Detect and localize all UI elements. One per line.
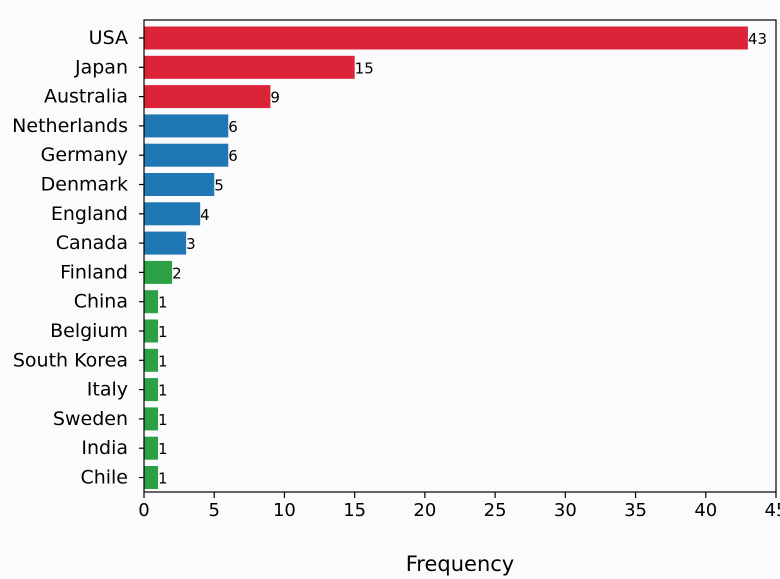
category-label-germany: Germany [41,144,128,166]
x-tick-label: 35 [624,500,647,521]
category-label-denmark: Denmark [41,174,128,196]
category-label-canada: Canada [56,232,128,254]
plot-frame [143,19,777,493]
bar-england [144,202,201,226]
value-label-india: 1 [158,440,168,458]
category-label-usa: USA [89,27,128,49]
x-tick-label: 30 [554,500,577,521]
x-tick-label: 40 [694,500,717,521]
bar-italy [144,378,159,402]
category-label-japan: Japan [74,56,128,78]
bar-japan [144,55,355,79]
x-tick-label: 15 [343,500,366,521]
category-label-netherlands: Netherlands [12,115,128,137]
value-label-south-korea: 1 [158,352,168,370]
x-tick-label: 20 [413,500,436,521]
value-label-belgium: 1 [158,323,168,341]
value-label-denmark: 5 [214,177,224,195]
category-label-chile: Chile [80,467,128,489]
x-tick-label: 10 [273,500,296,521]
value-label-england: 4 [200,206,210,224]
value-label-italy: 1 [158,382,168,400]
category-label-australia: Australia [44,86,128,108]
bar-usa [144,26,748,50]
category-label-south-korea: South Korea [13,349,128,371]
value-label-germany: 6 [228,147,238,165]
bar-south-korea [144,348,159,372]
category-label-india: India [81,437,128,459]
x-tick-label: 5 [208,500,219,521]
x-tick-label: 25 [484,500,507,521]
bar-india [144,436,159,460]
bar-canada [144,231,187,255]
category-labels-group: USA Japan Australia Netherlands Germany Denma… [12,27,144,489]
bars-group [144,26,748,489]
value-label-china: 1 [158,294,168,312]
value-label-chile: 1 [158,470,168,488]
category-label-sweden: Sweden [53,408,128,430]
value-label-australia: 9 [270,89,280,107]
x-tick-label: 0 [138,500,149,521]
value-label-netherlands: 6 [228,118,238,136]
category-label-england: England [51,203,128,225]
bar-netherlands [144,114,229,138]
value-label-japan: 15 [355,59,374,77]
value-label-finland: 2 [172,264,182,282]
bar-chile [144,466,159,489]
value-label-usa: 43 [748,30,767,48]
x-tick-label: 45 [765,500,780,521]
bar-china [144,290,159,314]
category-label-china: China [74,291,128,313]
bar-finland [144,260,173,284]
bar-sweden [144,407,159,431]
x-axis-title: Frequency [406,552,515,576]
bar-belgium [144,319,159,343]
category-label-italy: Italy [87,379,128,401]
value-label-canada: 3 [186,235,196,253]
bar-germany [144,143,229,167]
bar-australia [144,85,271,109]
x-axis: 0 5 10 15 20 25 30 35 40 45 [138,492,780,521]
category-label-finland: Finland [60,261,128,283]
value-label-sweden: 1 [158,411,168,429]
category-label-belgium: Belgium [50,320,128,342]
bar-denmark [144,173,215,196]
